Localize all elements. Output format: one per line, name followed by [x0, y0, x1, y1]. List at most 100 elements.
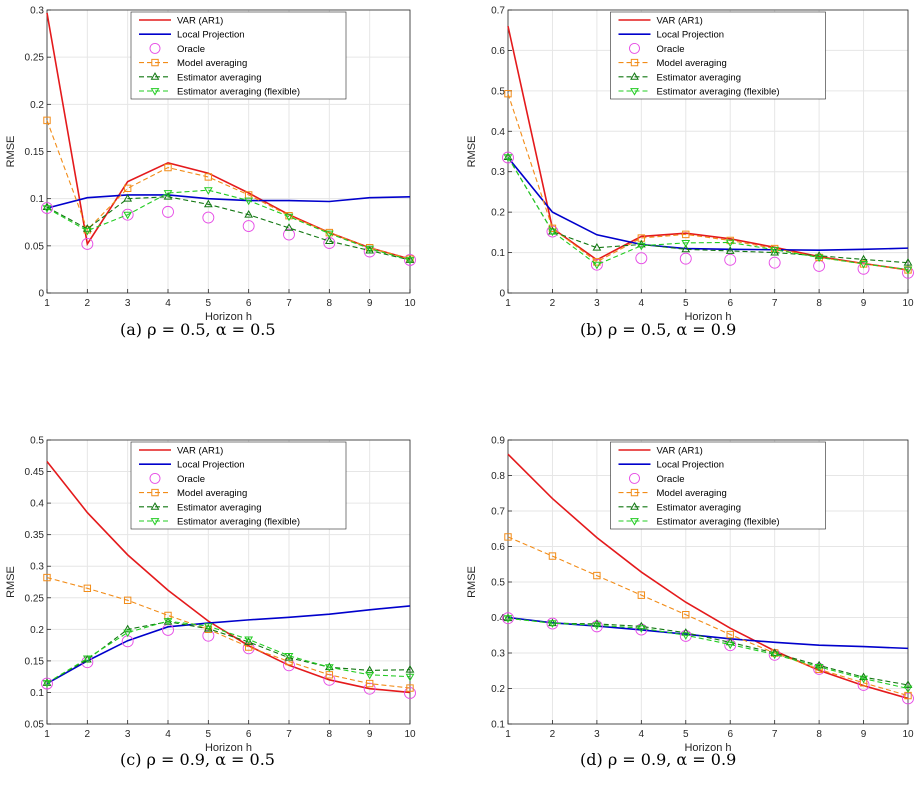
y-tick-label: 0.25: [25, 53, 45, 64]
x-tick-label: 10: [404, 298, 416, 309]
legend-box: [130, 441, 347, 530]
data-point: [903, 266, 913, 275]
data-point: [43, 116, 51, 125]
x-tick-label: 2: [85, 729, 91, 740]
data-point: [859, 675, 868, 684]
data-point: [682, 610, 690, 619]
legend-marker: [630, 502, 639, 510]
series-line: [46, 196, 411, 261]
legend-label: Estimator averaging: [177, 72, 261, 83]
y-tick-label: 0.9: [491, 436, 505, 447]
data-point: [244, 197, 254, 206]
legend-item: Model averaging: [139, 58, 247, 69]
data-point: [404, 254, 416, 266]
x-tick-label: 8: [816, 298, 822, 309]
legend-marker: [151, 488, 159, 497]
y-tick-label: 0.4: [30, 499, 44, 510]
legend-marker: [630, 518, 639, 526]
legend-label: Local Projection: [657, 460, 725, 471]
x-tick-label: 1: [505, 729, 511, 740]
data-point: [724, 253, 737, 266]
legend-label: Estimator averaging (flexible): [177, 517, 300, 528]
legend-label: Oracle: [657, 44, 685, 55]
y-tick-label: 0.2: [491, 208, 505, 219]
series-line: [46, 621, 411, 684]
y-tick-label: 0.1: [491, 248, 505, 259]
legend-item: Estimator averaging: [618, 502, 741, 513]
y-tick-label: 0.4: [491, 127, 505, 138]
data-point: [726, 630, 734, 639]
data-point: [405, 257, 415, 265]
legend-marker: [150, 88, 160, 96]
data-point: [814, 663, 824, 672]
legend-item: Estimator averaging: [139, 72, 261, 83]
series-line: [46, 460, 411, 694]
legend-item: Oracle: [629, 472, 685, 485]
data-point: [244, 637, 254, 645]
data-point: [636, 239, 646, 248]
legend-label: Estimator averaging (flexible): [657, 517, 780, 528]
x-tick-label: 7: [772, 729, 778, 740]
data-point: [123, 193, 133, 202]
x-tick-label: 10: [902, 729, 914, 740]
chart-panel-c: 1 2 3 4 5 6 7 8 9 10 0.05 0.1 0.15 0.2 0.25 0.3 0.35 0.4 0…: [5, 436, 416, 755]
data-point: [405, 673, 415, 682]
x-tick-label: 4: [165, 298, 171, 309]
data-point: [123, 184, 132, 192]
y-tick-label: 0.7: [491, 6, 505, 17]
data-point: [123, 629, 133, 638]
x-axis-label: Horizon h: [684, 742, 731, 754]
data-point: [284, 213, 294, 222]
x-tick-label: 2: [550, 298, 556, 309]
legend-marker: [150, 502, 160, 510]
data-point: [815, 665, 823, 674]
legend-box: [130, 11, 347, 100]
legend-label: VAR (AR1): [177, 16, 223, 27]
legend-item: Model averaging: [618, 58, 727, 69]
y-tick-label: 0.1: [30, 688, 44, 699]
y-axis-label: RMSE: [5, 566, 17, 598]
data-point: [859, 260, 868, 268]
legend-label: Model averaging: [177, 58, 247, 69]
legend-box: [610, 441, 826, 530]
data-point: [202, 211, 215, 224]
legend-label: Estimator averaging: [177, 502, 261, 513]
data-point: [81, 237, 94, 250]
legend-label: Model averaging: [177, 488, 247, 499]
data-point: [162, 205, 174, 218]
data-point: [724, 639, 737, 652]
data-point: [592, 622, 602, 630]
data-point: [903, 685, 913, 694]
data-point: [325, 671, 334, 679]
data-point: [284, 652, 294, 661]
legend-label: Oracle: [657, 474, 685, 485]
x-tick-label: 8: [327, 298, 333, 309]
y-axis-label: RMSE: [466, 136, 478, 168]
legend-label: Estimator averaging (flexible): [657, 87, 780, 98]
legend-marker: [629, 42, 640, 54]
x-tick-label: 3: [594, 298, 600, 309]
series-line: [507, 156, 909, 264]
y-axis-label: RMSE: [466, 566, 478, 598]
data-point: [121, 208, 134, 221]
legend-item: Local Projection: [618, 460, 725, 471]
data-point: [903, 680, 913, 688]
y-tick-label: 0.5: [491, 86, 505, 97]
y-tick-label: 0: [499, 289, 505, 300]
axes-frame-b: [507, 9, 909, 294]
caption-d: (d) ρ = 0.9, α = 0.9: [580, 750, 737, 769]
x-tick-label: 2: [550, 729, 556, 740]
data-point: [503, 152, 513, 161]
x-tick-label: 7: [772, 298, 778, 309]
data-point: [123, 211, 133, 220]
data-point: [164, 163, 172, 172]
series-line: [507, 25, 909, 271]
data-point: [592, 243, 602, 251]
y-tick-label: 0.5: [491, 578, 505, 589]
data-point: [123, 624, 133, 633]
x-tick-label: 6: [727, 729, 733, 740]
data-point: [163, 618, 173, 626]
legend-label: Model averaging: [657, 488, 727, 499]
legend-b: VAR (AR1) Local Projection Oracle Model ave…: [610, 11, 826, 100]
